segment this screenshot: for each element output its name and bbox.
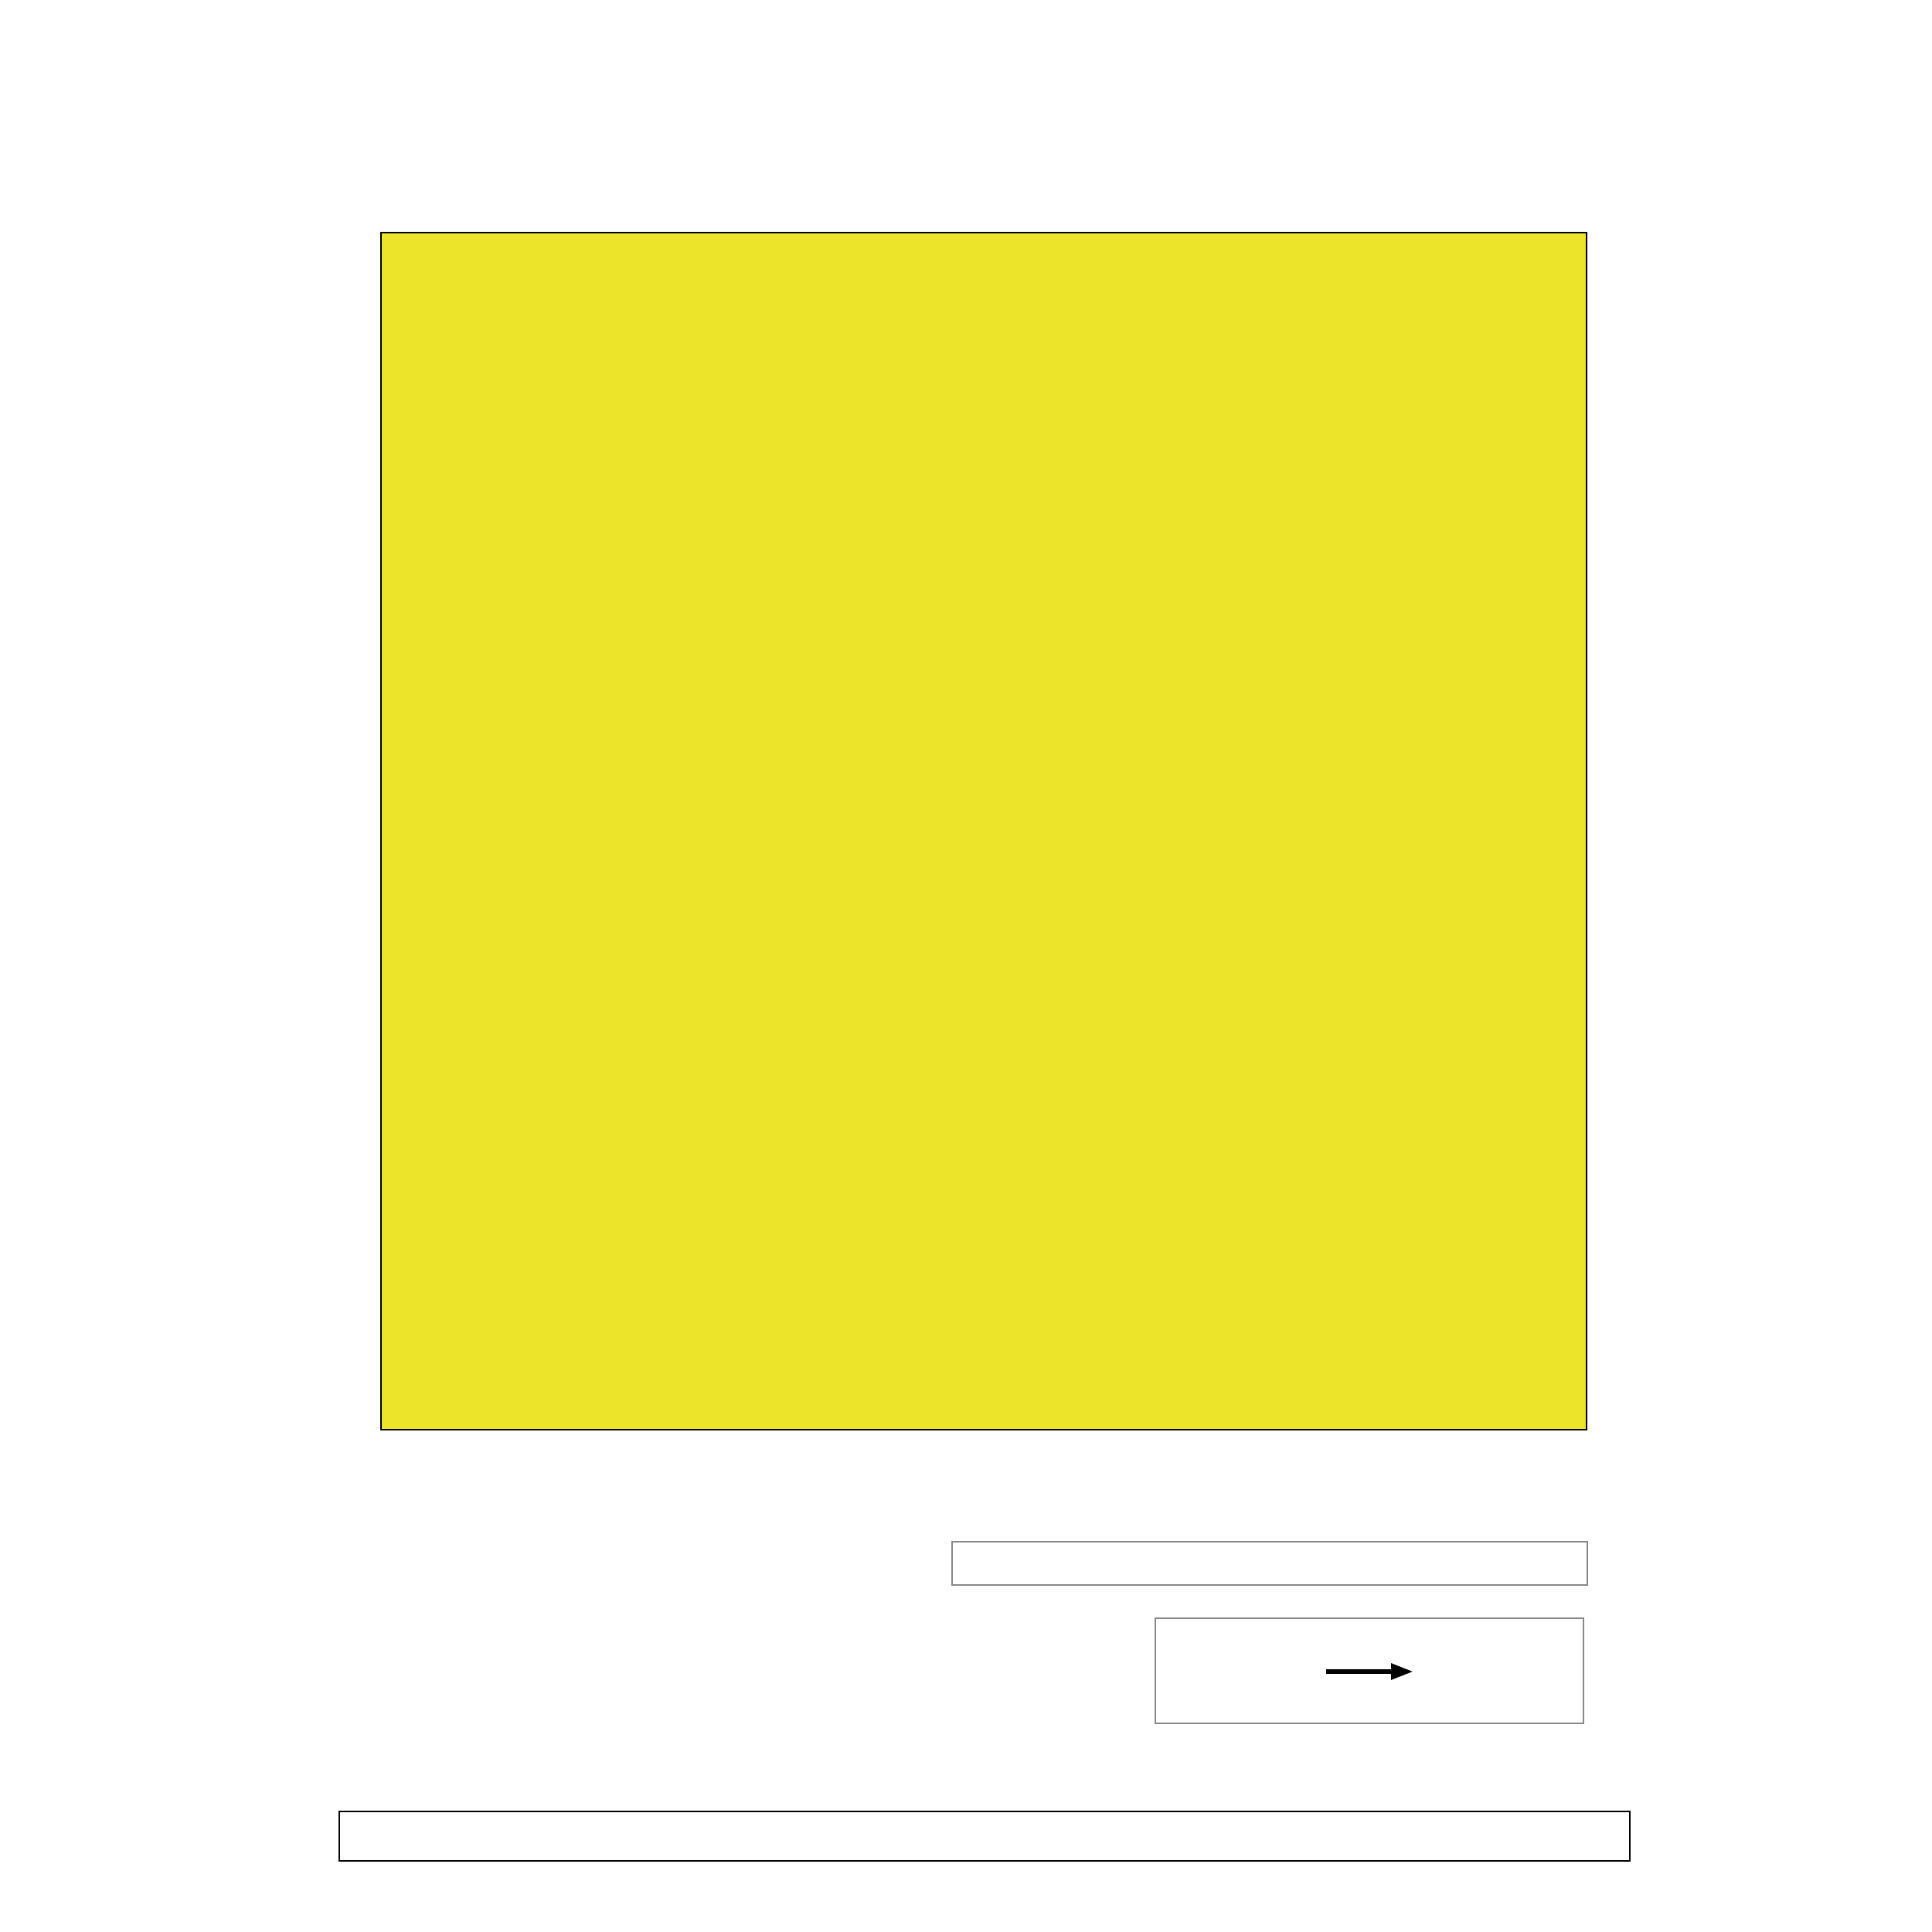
map-frame bbox=[380, 232, 1587, 1430]
colorbar bbox=[338, 1811, 1631, 1862]
pressure-labels-layer bbox=[382, 233, 1586, 1429]
wind-legend-box bbox=[1155, 1617, 1584, 1724]
weather-map-canvas bbox=[382, 233, 1586, 1429]
pressure-caption-box bbox=[951, 1541, 1588, 1586]
wind-reference-arrow-icon bbox=[1326, 1663, 1413, 1680]
